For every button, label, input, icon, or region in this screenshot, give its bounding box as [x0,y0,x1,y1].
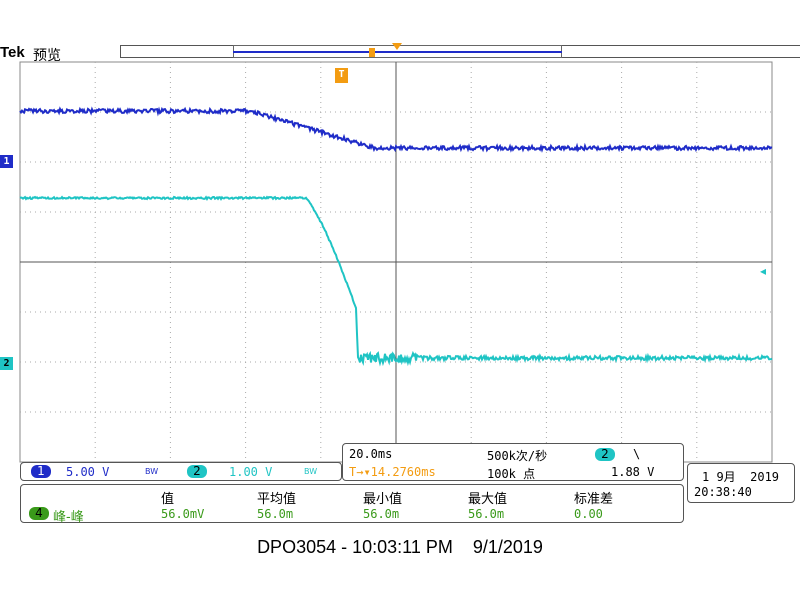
date: 1 9月 2019 [702,468,779,485]
ch2-bandwidth-icon: BW [304,467,317,476]
time-per-div: 20.0ms [349,447,392,461]
meas-header-mean: 平均值 [257,488,296,507]
ch1-ground-marker[interactable]: 1 [0,155,13,168]
measurement-panel[interactable]: 值 平均值 最小值 最大值 标准差 4 峰-峰 56.0mV 56.0m 56.… [20,484,684,523]
record-length: 100k 点 [487,465,535,482]
trigger-slope-icon: \ [633,447,640,461]
meas-header-value: 值 [161,488,174,507]
meas-stddev: 0.00 [574,507,603,521]
meas-max: 56.0m [468,507,504,521]
graticule [20,62,772,462]
timebase-trigger-panel[interactable]: 20.0ms 500k次/秒 2 \ T→▾14.2760ms 100k 点 1… [342,443,684,481]
meas-source-badge: 4 [29,507,49,520]
meas-value: 56.0mV [161,507,204,521]
trigger-source-badge: 2 [595,448,615,461]
trigger-level: 1.88 V [611,465,654,479]
trigger-position-flag[interactable]: T [335,68,348,83]
sample-rate: 500k次/秒 [487,447,547,464]
trigger-position-readout: T→▾14.2760ms [349,465,436,479]
date-time-panel: 1 9月 2019 20:38:40 [687,463,795,503]
footer-caption: DPO3054 - 10:03:11 PM 9/1/2019 [0,537,800,558]
ch1-bandwidth-icon: BW [145,467,158,476]
channel-scale-bar: 1 5.00 V BW 2 1.00 V BW [20,462,342,481]
meas-name: 峰-峰 [53,506,84,525]
time: 20:38:40 [694,485,752,499]
meas-header-stddev: 标准差 [574,488,613,507]
ch1-badge[interactable]: 1 [31,465,51,478]
ch2-ground-marker[interactable]: 2 [0,357,13,370]
ch2-scale[interactable]: 1.00 V [229,465,272,479]
ch1-scale[interactable]: 5.00 V [66,465,109,479]
ch2-badge[interactable]: 2 [187,465,207,478]
meas-min: 56.0m [363,507,399,521]
meas-header-min: 最小值 [363,488,402,507]
meas-mean: 56.0m [257,507,293,521]
meas-header-max: 最大值 [468,488,507,507]
trigger-level-arrow-icon[interactable]: ◂ [760,264,766,278]
